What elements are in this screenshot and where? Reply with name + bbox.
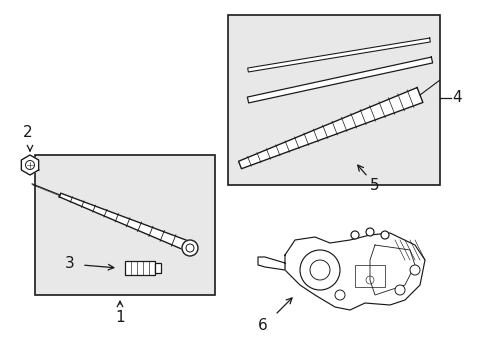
Circle shape bbox=[299, 250, 339, 290]
Circle shape bbox=[334, 290, 345, 300]
Polygon shape bbox=[59, 193, 186, 249]
Bar bbox=[35, 155, 215, 295]
Text: 4: 4 bbox=[451, 90, 461, 105]
Polygon shape bbox=[21, 155, 39, 175]
Text: 1: 1 bbox=[115, 310, 124, 325]
Text: 5: 5 bbox=[369, 178, 379, 193]
Bar bbox=[354, 265, 384, 287]
Polygon shape bbox=[247, 57, 432, 103]
Polygon shape bbox=[285, 233, 424, 310]
Bar bbox=[125, 261, 155, 275]
Text: 2: 2 bbox=[23, 125, 33, 140]
Circle shape bbox=[365, 228, 373, 236]
Polygon shape bbox=[247, 38, 429, 72]
Text: 6: 6 bbox=[258, 318, 267, 333]
Bar bbox=[227, 15, 439, 185]
Circle shape bbox=[182, 240, 198, 256]
Circle shape bbox=[394, 285, 404, 295]
Circle shape bbox=[350, 231, 358, 239]
Bar bbox=[155, 263, 160, 273]
Text: 3: 3 bbox=[65, 256, 75, 270]
Circle shape bbox=[380, 231, 388, 239]
Polygon shape bbox=[238, 87, 422, 169]
Circle shape bbox=[409, 265, 419, 275]
Polygon shape bbox=[258, 257, 285, 270]
